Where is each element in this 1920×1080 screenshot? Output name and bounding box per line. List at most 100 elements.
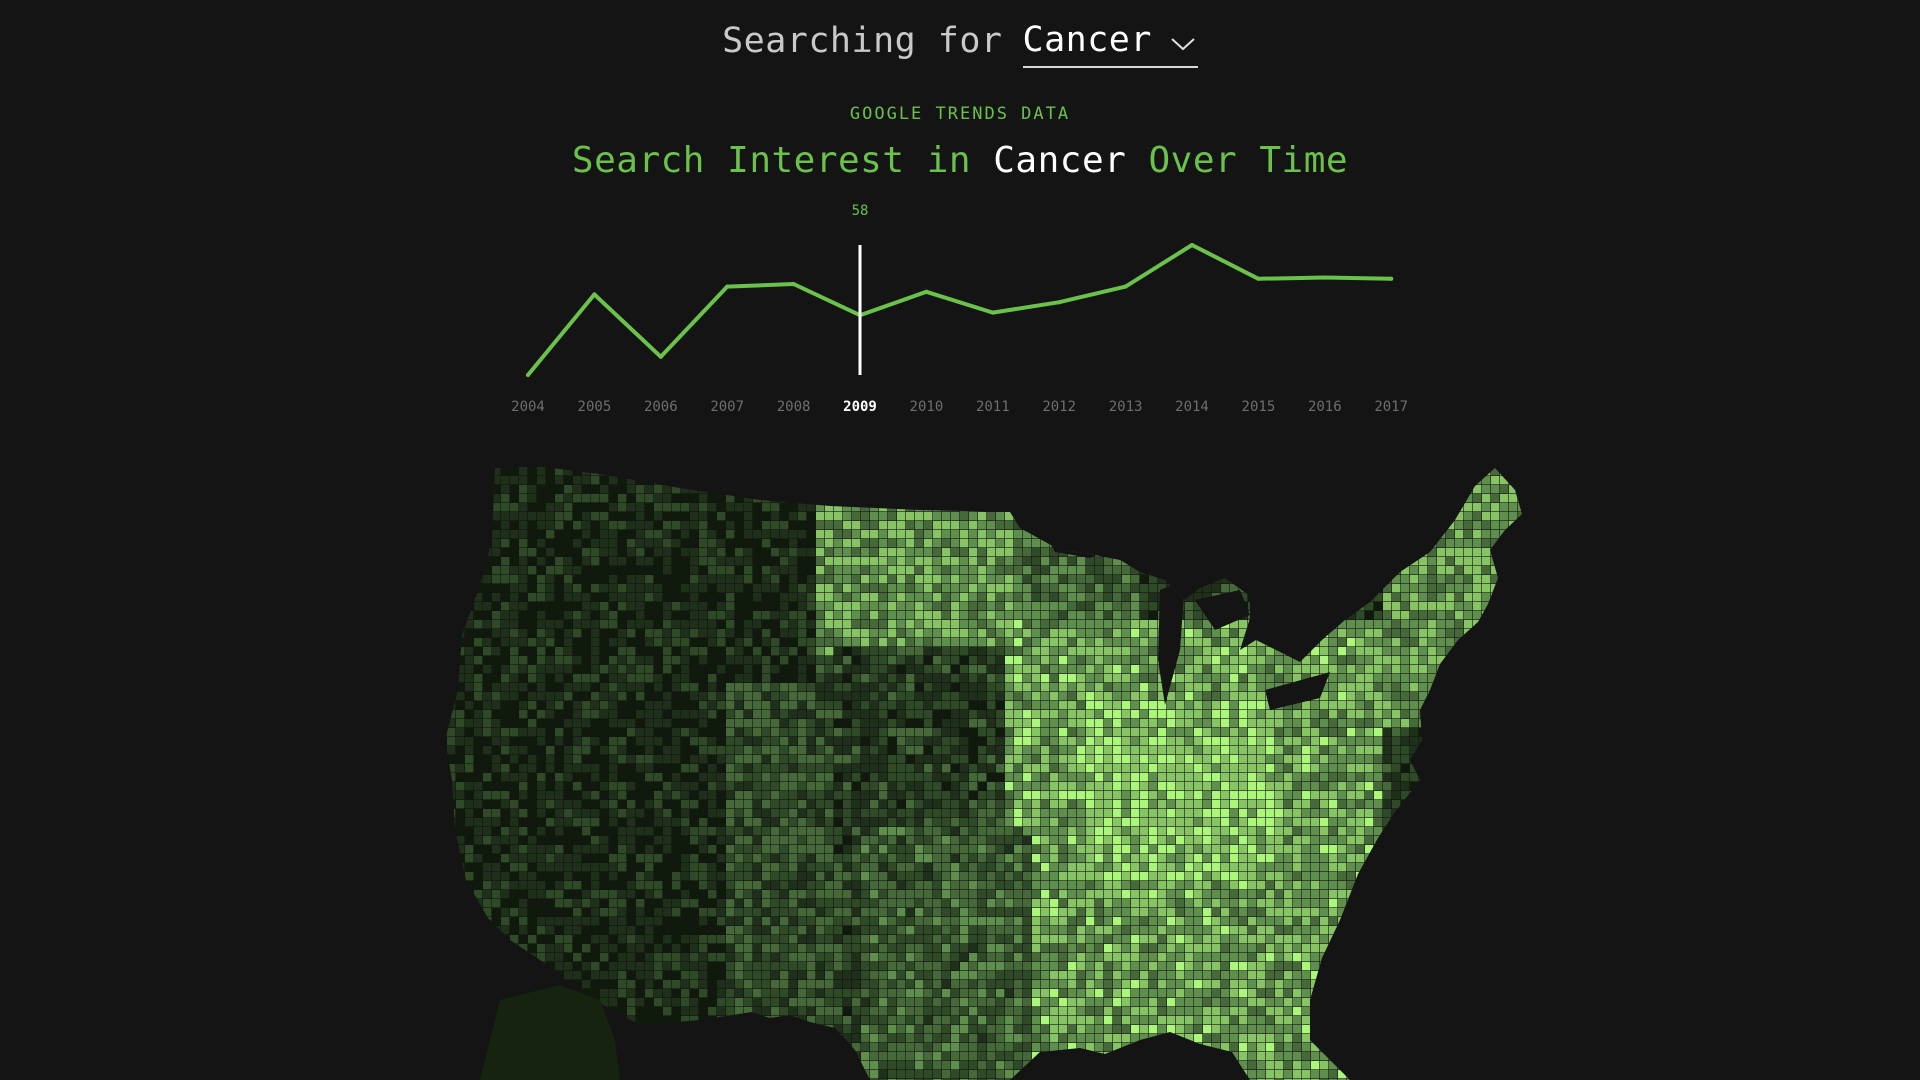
county-cell[interactable] [609,791,618,800]
county-cell[interactable] [1320,530,1329,539]
county-cell[interactable] [1050,503,1059,512]
county-cell[interactable] [1131,665,1140,674]
county-cell[interactable] [771,755,780,764]
county-cell[interactable] [636,548,645,557]
county-cell[interactable] [1212,629,1221,638]
county-cell[interactable] [1068,557,1077,566]
county-cell[interactable] [591,593,600,602]
county-cell[interactable] [429,665,437,673]
county-cell[interactable] [1041,458,1050,467]
county-cell[interactable] [546,521,555,530]
county-cell[interactable] [1428,521,1437,530]
county-cell[interactable] [1419,638,1428,647]
county-cell[interactable] [1329,485,1338,494]
county-cell[interactable] [654,737,663,746]
county-cell[interactable] [879,575,888,584]
county-cell[interactable] [645,530,654,539]
county-cell[interactable] [1383,494,1392,503]
county-cell[interactable] [474,593,483,602]
county-cell[interactable] [1473,719,1482,728]
county-cell[interactable] [807,710,816,719]
county-cell[interactable] [1050,512,1059,521]
county-cell[interactable] [564,764,573,773]
county-cell[interactable] [564,503,573,512]
county-cell[interactable] [1050,701,1059,710]
county-cell[interactable] [717,629,726,638]
county-cell[interactable] [996,521,1005,530]
county-cell[interactable] [1257,638,1266,647]
county-cell[interactable] [1275,782,1284,791]
county-cell[interactable] [942,656,951,665]
county-cell[interactable] [645,494,654,503]
county-cell[interactable] [816,773,825,782]
county-cell[interactable] [771,539,780,548]
county-cell[interactable] [870,683,879,692]
county-cell[interactable] [1419,764,1428,773]
county-cell[interactable] [1113,701,1122,710]
county-cell[interactable] [447,764,456,773]
county-cell[interactable] [1185,674,1194,683]
county-cell[interactable] [1356,674,1365,683]
county-cell[interactable] [429,656,437,664]
county-cell[interactable] [1437,548,1446,557]
county-cell[interactable] [1293,728,1302,737]
county-cell[interactable] [1338,629,1347,638]
county-cell[interactable] [1338,512,1347,521]
county-cell[interactable] [906,692,915,701]
county-cell[interactable] [744,458,753,467]
county-cell[interactable] [1473,674,1482,683]
county-cell[interactable] [1410,647,1419,656]
county-cell[interactable] [1437,476,1446,485]
county-cell[interactable] [1410,710,1419,719]
county-cell[interactable] [1284,566,1293,575]
county-cell[interactable] [1518,683,1526,692]
county-cell[interactable] [1392,701,1401,710]
county-cell[interactable] [492,692,501,701]
county-cell[interactable] [645,782,654,791]
county-cell[interactable] [888,449,896,457]
county-cell[interactable] [1356,755,1365,764]
county-cell[interactable] [699,494,708,503]
county-cell[interactable] [1212,557,1221,566]
county-cell[interactable] [861,503,870,512]
county-cell[interactable] [645,575,654,584]
county-cell[interactable] [1356,494,1365,503]
county-cell[interactable] [1293,521,1302,530]
county-cell[interactable] [474,647,483,656]
county-cell[interactable] [888,485,897,494]
county-cell[interactable] [1221,782,1230,791]
county-cell[interactable] [1392,602,1401,611]
county-cell[interactable] [771,674,780,683]
county-cell[interactable] [1473,584,1482,593]
county-cell[interactable] [1491,476,1500,485]
county-cell[interactable] [1140,647,1149,656]
county-cell[interactable] [1356,566,1365,575]
county-cell[interactable] [1086,728,1095,737]
county-cell[interactable] [735,683,744,692]
county-cell[interactable] [1491,458,1500,467]
county-cell[interactable] [1230,620,1239,629]
county-cell[interactable] [1356,602,1365,611]
county-cell[interactable] [1347,629,1356,638]
county-cell[interactable] [1311,710,1320,719]
county-cell[interactable] [726,701,735,710]
county-cell[interactable] [501,602,510,611]
county-cell[interactable] [1419,521,1428,530]
county-cell[interactable] [717,458,726,467]
county-cell[interactable] [492,449,500,457]
county-cell[interactable] [1068,737,1077,746]
county-cell[interactable] [1023,746,1032,755]
county-cell[interactable] [816,620,825,629]
county-cell[interactable] [1122,575,1131,584]
county-cell[interactable] [735,764,744,773]
county-cell[interactable] [1329,575,1338,584]
county-cell[interactable] [1257,521,1266,530]
county-cell[interactable] [1104,575,1113,584]
county-cell[interactable] [1473,728,1482,737]
county-cell[interactable] [726,548,735,557]
county-cell[interactable] [627,620,636,629]
county-cell[interactable] [1464,683,1473,692]
county-cell[interactable] [1248,467,1257,476]
county-cell[interactable] [969,674,978,683]
county-cell[interactable] [510,530,519,539]
